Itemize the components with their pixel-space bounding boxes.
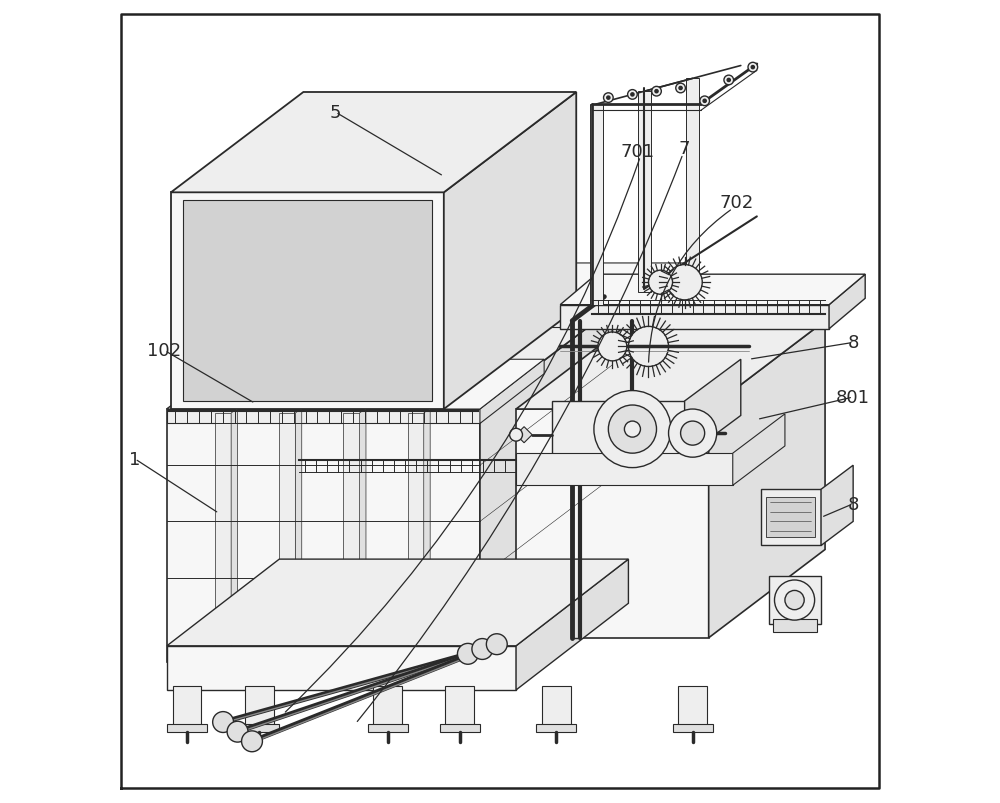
- Polygon shape: [733, 414, 785, 486]
- Circle shape: [607, 97, 610, 100]
- Text: 801: 801: [836, 389, 870, 406]
- Circle shape: [604, 94, 613, 104]
- Circle shape: [667, 265, 702, 300]
- Text: 1: 1: [129, 450, 140, 468]
- Circle shape: [472, 638, 493, 659]
- Polygon shape: [560, 275, 865, 305]
- Polygon shape: [821, 466, 853, 546]
- Polygon shape: [709, 321, 825, 638]
- Text: 8: 8: [847, 334, 859, 352]
- Polygon shape: [183, 201, 432, 402]
- Circle shape: [785, 591, 804, 610]
- Polygon shape: [239, 724, 279, 732]
- Polygon shape: [638, 92, 651, 292]
- Polygon shape: [215, 414, 231, 646]
- Text: 102: 102: [147, 342, 182, 360]
- Polygon shape: [766, 498, 815, 538]
- Polygon shape: [536, 724, 576, 732]
- Circle shape: [628, 327, 669, 367]
- Circle shape: [774, 581, 815, 621]
- Polygon shape: [321, 263, 698, 313]
- Text: 702: 702: [720, 194, 754, 212]
- Text: 5: 5: [330, 104, 341, 122]
- Polygon shape: [829, 275, 865, 329]
- Circle shape: [751, 67, 754, 70]
- Circle shape: [703, 100, 706, 104]
- Polygon shape: [769, 577, 821, 625]
- Circle shape: [598, 332, 627, 361]
- Text: 701: 701: [621, 142, 655, 161]
- Polygon shape: [678, 686, 707, 726]
- Polygon shape: [167, 410, 480, 662]
- Circle shape: [727, 79, 730, 83]
- Circle shape: [648, 271, 673, 295]
- Polygon shape: [167, 646, 516, 690]
- Polygon shape: [173, 686, 201, 726]
- Text: 7: 7: [679, 140, 690, 158]
- Polygon shape: [685, 360, 741, 458]
- Polygon shape: [373, 686, 402, 726]
- Circle shape: [624, 422, 640, 438]
- Circle shape: [681, 422, 705, 446]
- Polygon shape: [360, 409, 366, 646]
- Circle shape: [700, 97, 709, 107]
- Polygon shape: [480, 360, 544, 424]
- Circle shape: [486, 634, 507, 654]
- Circle shape: [655, 91, 658, 94]
- Polygon shape: [171, 93, 576, 193]
- Circle shape: [510, 429, 522, 442]
- Polygon shape: [773, 620, 817, 633]
- Polygon shape: [167, 360, 544, 410]
- Polygon shape: [761, 490, 821, 546]
- Polygon shape: [424, 409, 430, 646]
- Polygon shape: [445, 686, 474, 726]
- Circle shape: [594, 391, 671, 468]
- Polygon shape: [279, 414, 295, 646]
- Polygon shape: [673, 724, 713, 732]
- Circle shape: [213, 711, 234, 732]
- Polygon shape: [516, 410, 709, 638]
- Circle shape: [631, 94, 634, 97]
- Polygon shape: [321, 313, 634, 328]
- Circle shape: [748, 63, 758, 73]
- Polygon shape: [516, 454, 733, 486]
- Circle shape: [628, 91, 637, 100]
- Circle shape: [457, 643, 478, 664]
- Polygon shape: [634, 263, 698, 328]
- Polygon shape: [516, 427, 532, 443]
- Circle shape: [608, 406, 657, 454]
- Circle shape: [227, 721, 248, 742]
- Polygon shape: [245, 686, 274, 726]
- Polygon shape: [516, 321, 825, 410]
- Polygon shape: [167, 560, 628, 646]
- Text: 8: 8: [847, 495, 859, 513]
- Polygon shape: [231, 409, 238, 646]
- Polygon shape: [440, 724, 480, 732]
- Circle shape: [679, 88, 682, 91]
- Polygon shape: [167, 410, 480, 424]
- Polygon shape: [560, 305, 829, 329]
- Polygon shape: [171, 193, 444, 410]
- Polygon shape: [295, 409, 302, 646]
- Polygon shape: [516, 560, 628, 690]
- Polygon shape: [167, 309, 612, 410]
- Polygon shape: [480, 309, 612, 662]
- Circle shape: [669, 410, 717, 458]
- Polygon shape: [408, 414, 424, 646]
- Polygon shape: [444, 93, 576, 410]
- Circle shape: [242, 731, 262, 752]
- Circle shape: [724, 76, 734, 86]
- Circle shape: [676, 84, 685, 94]
- Circle shape: [652, 88, 661, 97]
- Polygon shape: [368, 724, 408, 732]
- Polygon shape: [590, 105, 603, 305]
- Polygon shape: [542, 686, 571, 726]
- Polygon shape: [686, 79, 699, 279]
- Polygon shape: [552, 402, 685, 458]
- Polygon shape: [167, 724, 207, 732]
- Polygon shape: [343, 414, 360, 646]
